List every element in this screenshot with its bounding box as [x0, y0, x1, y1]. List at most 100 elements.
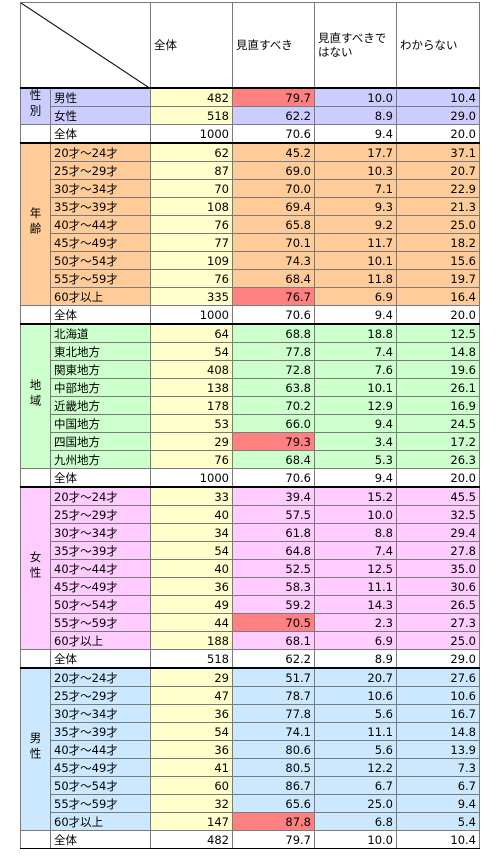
data-row: 55才～59才 44 70.5 2.3 27.3 — [21, 613, 480, 632]
percent-cell: 7.1 — [314, 179, 397, 198]
group-cell: 女性 — [20, 486, 51, 650]
count-cell: 60 — [150, 776, 233, 795]
count-cell: 54 — [150, 342, 233, 361]
count-cell: 1000 — [150, 468, 233, 488]
percent-cell: 10.0 — [314, 87, 397, 107]
data-row: 40才～44才 76 65.8 9.2 25.0 — [21, 215, 480, 234]
percent-cell: 35.0 — [396, 559, 480, 578]
column-header: わからない — [396, 2, 480, 89]
percent-cell: 14.8 — [396, 342, 480, 361]
column-header: 全体 — [150, 2, 233, 89]
percent-cell: 76.7 — [232, 287, 315, 306]
row-label: 四国地方 — [50, 432, 151, 451]
row-label: 30才～34才 — [50, 704, 151, 723]
row-label: 50才～54才 — [50, 595, 151, 614]
row-label: 女性 — [50, 106, 151, 125]
data-row: 60才以上 335 76.7 6.9 16.4 — [21, 287, 480, 306]
count-cell: 1000 — [150, 305, 233, 325]
percent-cell: 10.1 — [314, 378, 397, 397]
percent-cell: 10.4 — [396, 87, 480, 107]
percent-cell: 68.4 — [232, 269, 315, 288]
count-cell: 54 — [150, 722, 233, 741]
row-label: 30才～34才 — [50, 179, 151, 198]
percent-cell: 10.0 — [314, 505, 397, 524]
percent-cell: 17.7 — [314, 142, 397, 162]
data-row: 性別 男性 482 79.7 10.0 10.4 — [20, 87, 480, 125]
data-row: 地域 北海道 64 68.8 18.8 12.5 — [20, 323, 480, 469]
data-row: 45才～49才 77 70.1 11.7 18.2 — [21, 233, 480, 252]
percent-cell: 25.0 — [396, 631, 480, 650]
percent-cell: 78.7 — [232, 686, 315, 705]
percent-cell: 70.0 — [232, 179, 315, 198]
count-cell: 518 — [150, 106, 233, 125]
percent-cell: 58.3 — [232, 577, 315, 596]
count-cell: 40 — [150, 559, 233, 578]
row-label: 35才～39才 — [50, 197, 151, 216]
percent-cell: 59.2 — [232, 595, 315, 614]
data-row: 30才～34才 34 61.8 8.8 29.4 — [21, 523, 480, 542]
percent-cell: 79.7 — [232, 87, 315, 107]
row-label: 45才～49才 — [50, 577, 151, 596]
percent-cell: 8.8 — [314, 523, 397, 542]
column-header: 見直すべきではない — [314, 2, 397, 89]
row-label: 20才～24才 — [50, 486, 151, 506]
row-label: 20才～24才 — [50, 142, 151, 162]
blank-cell — [20, 830, 51, 849]
count-cell: 47 — [150, 686, 233, 705]
percent-cell: 21.3 — [396, 197, 480, 216]
row-label: 40才～44才 — [50, 740, 151, 759]
blank-cell — [20, 649, 51, 669]
row-label: 九州地方 — [50, 450, 151, 469]
group-cell: 地域 — [20, 323, 51, 469]
percent-cell: 12.5 — [396, 323, 480, 343]
group-label: 女性 — [28, 551, 43, 582]
row-label: 60才以上 — [50, 812, 151, 831]
percent-cell: 68.8 — [232, 323, 315, 343]
percent-cell: 52.5 — [232, 559, 315, 578]
percent-cell: 69.4 — [232, 197, 315, 216]
percent-cell: 12.5 — [314, 559, 397, 578]
percent-cell: 6.7 — [314, 776, 397, 795]
percent-cell: 61.8 — [232, 523, 315, 542]
percent-cell: 69.0 — [232, 161, 315, 180]
row-label: 北海道 — [50, 323, 151, 343]
data-row: 25才～29才 47 78.7 10.6 10.6 — [21, 686, 480, 705]
percent-cell: 29.0 — [396, 649, 480, 669]
percent-cell: 79.3 — [232, 432, 315, 451]
percent-cell: 26.1 — [396, 378, 480, 397]
percent-cell: 51.7 — [232, 667, 315, 687]
total-row: 全体 1000 70.6 9.4 20.0 — [20, 124, 480, 144]
data-row: 25才～29才 40 57.5 10.0 32.5 — [21, 505, 480, 524]
count-cell: 34 — [150, 523, 233, 542]
count-cell: 147 — [150, 812, 233, 831]
group-cell: 男性 — [20, 667, 51, 831]
row-label: 全体 — [50, 649, 151, 669]
row-label: 近畿地方 — [50, 396, 151, 415]
percent-cell: 18.2 — [396, 233, 480, 252]
data-row: 30才～34才 36 77.8 5.6 16.7 — [21, 704, 480, 723]
count-cell: 70 — [150, 179, 233, 198]
percent-cell: 45.2 — [232, 142, 315, 162]
group-cell: 性別 — [20, 87, 51, 125]
count-cell: 44 — [150, 613, 233, 632]
percent-cell: 16.4 — [396, 287, 480, 306]
survey-table: 全体 見直すべき 見直すべきではない わからない 性別 男性 482 79.7 10.0 10.… — [20, 2, 480, 849]
percent-cell: 20.0 — [396, 468, 480, 488]
row-label: 35才～39才 — [50, 722, 151, 741]
count-cell: 188 — [150, 631, 233, 650]
percent-cell: 10.3 — [314, 161, 397, 180]
row-label: 全体 — [50, 830, 151, 849]
data-row: 35才～39才 54 64.8 7.4 27.8 — [21, 541, 480, 560]
row-label: 20才～24才 — [50, 667, 151, 687]
percent-cell: 5.3 — [314, 450, 397, 469]
percent-cell: 77.8 — [232, 342, 315, 361]
count-cell: 77 — [150, 233, 233, 252]
percent-cell: 22.9 — [396, 179, 480, 198]
data-row: 25才～29才 87 69.0 10.3 20.7 — [21, 161, 480, 180]
percent-cell: 6.9 — [314, 287, 397, 306]
count-cell: 76 — [150, 269, 233, 288]
count-cell: 62 — [150, 142, 233, 162]
data-row: 関東地方 408 72.8 7.6 19.6 — [21, 360, 480, 379]
data-row: 55才～59才 76 68.4 11.8 19.7 — [21, 269, 480, 288]
